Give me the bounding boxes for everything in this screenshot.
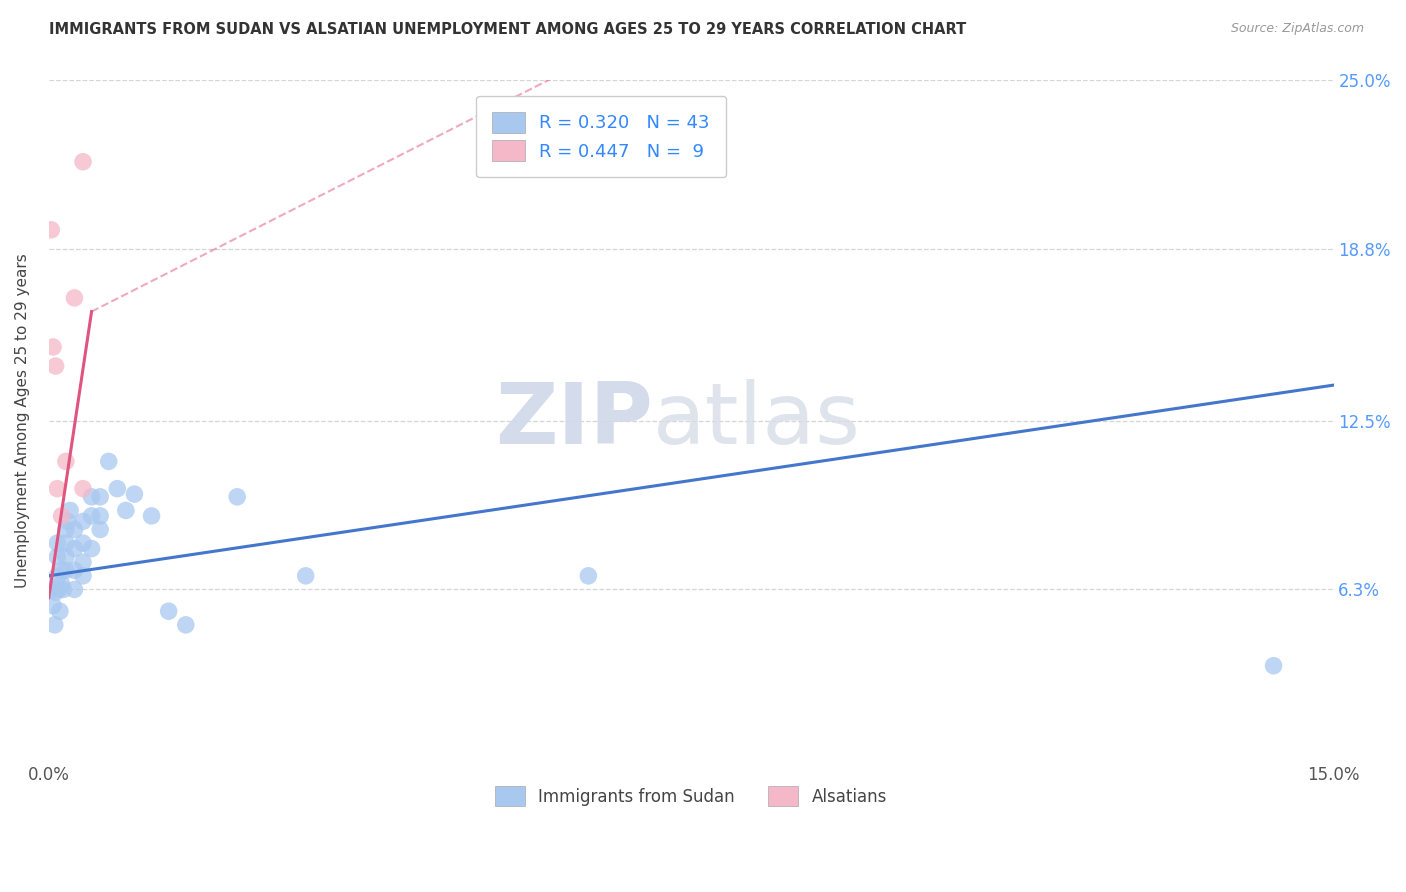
Point	[63, 541, 86, 556]
Point	[72, 482, 94, 496]
Point	[80, 508, 103, 523]
Point	[63, 523, 86, 537]
Text: IMMIGRANTS FROM SUDAN VS ALSATIAN UNEMPLOYMENT AMONG AGES 25 TO 29 YEARS CORRELA: IMMIGRANTS FROM SUDAN VS ALSATIAN UNEMPL…	[49, 22, 966, 37]
Point	[576, 569, 599, 583]
Point	[45, 585, 67, 599]
Point	[89, 508, 111, 523]
Point	[114, 503, 136, 517]
Point	[55, 563, 77, 577]
Point	[226, 490, 249, 504]
Point	[80, 490, 103, 504]
Point	[41, 582, 63, 597]
Point	[46, 569, 69, 583]
Point	[46, 482, 69, 496]
Point	[97, 454, 120, 468]
Point	[89, 523, 111, 537]
Point	[55, 536, 77, 550]
Point	[80, 541, 103, 556]
Point	[52, 582, 75, 597]
Point	[51, 577, 73, 591]
Point	[46, 549, 69, 564]
Point	[55, 549, 77, 564]
Point	[41, 223, 63, 237]
Point	[44, 618, 66, 632]
Point	[48, 582, 70, 597]
Point	[55, 523, 77, 537]
Y-axis label: Unemployment Among Ages 25 to 29 years: Unemployment Among Ages 25 to 29 years	[15, 253, 30, 588]
Point	[89, 490, 111, 504]
Point	[63, 582, 86, 597]
Point	[141, 508, 163, 523]
Point	[49, 604, 72, 618]
Point	[72, 154, 94, 169]
Point	[59, 503, 82, 517]
Point	[72, 569, 94, 583]
Point	[63, 563, 86, 577]
Point	[72, 536, 94, 550]
Point	[46, 536, 69, 550]
Point	[51, 563, 73, 577]
Text: ZIP: ZIP	[495, 379, 652, 462]
Point	[1263, 658, 1285, 673]
Point	[157, 604, 180, 618]
Point	[45, 359, 67, 373]
Point	[294, 569, 316, 583]
Text: Source: ZipAtlas.com: Source: ZipAtlas.com	[1230, 22, 1364, 36]
Point	[55, 454, 77, 468]
Legend: Immigrants from Sudan, Alsatians: Immigrants from Sudan, Alsatians	[486, 778, 896, 814]
Point	[63, 291, 86, 305]
Point	[42, 340, 65, 354]
Point	[42, 599, 65, 613]
Point	[72, 555, 94, 569]
Point	[105, 482, 128, 496]
Point	[174, 618, 197, 632]
Point	[72, 514, 94, 528]
Point	[51, 508, 73, 523]
Point	[56, 514, 79, 528]
Text: atlas: atlas	[652, 379, 860, 462]
Point	[124, 487, 146, 501]
